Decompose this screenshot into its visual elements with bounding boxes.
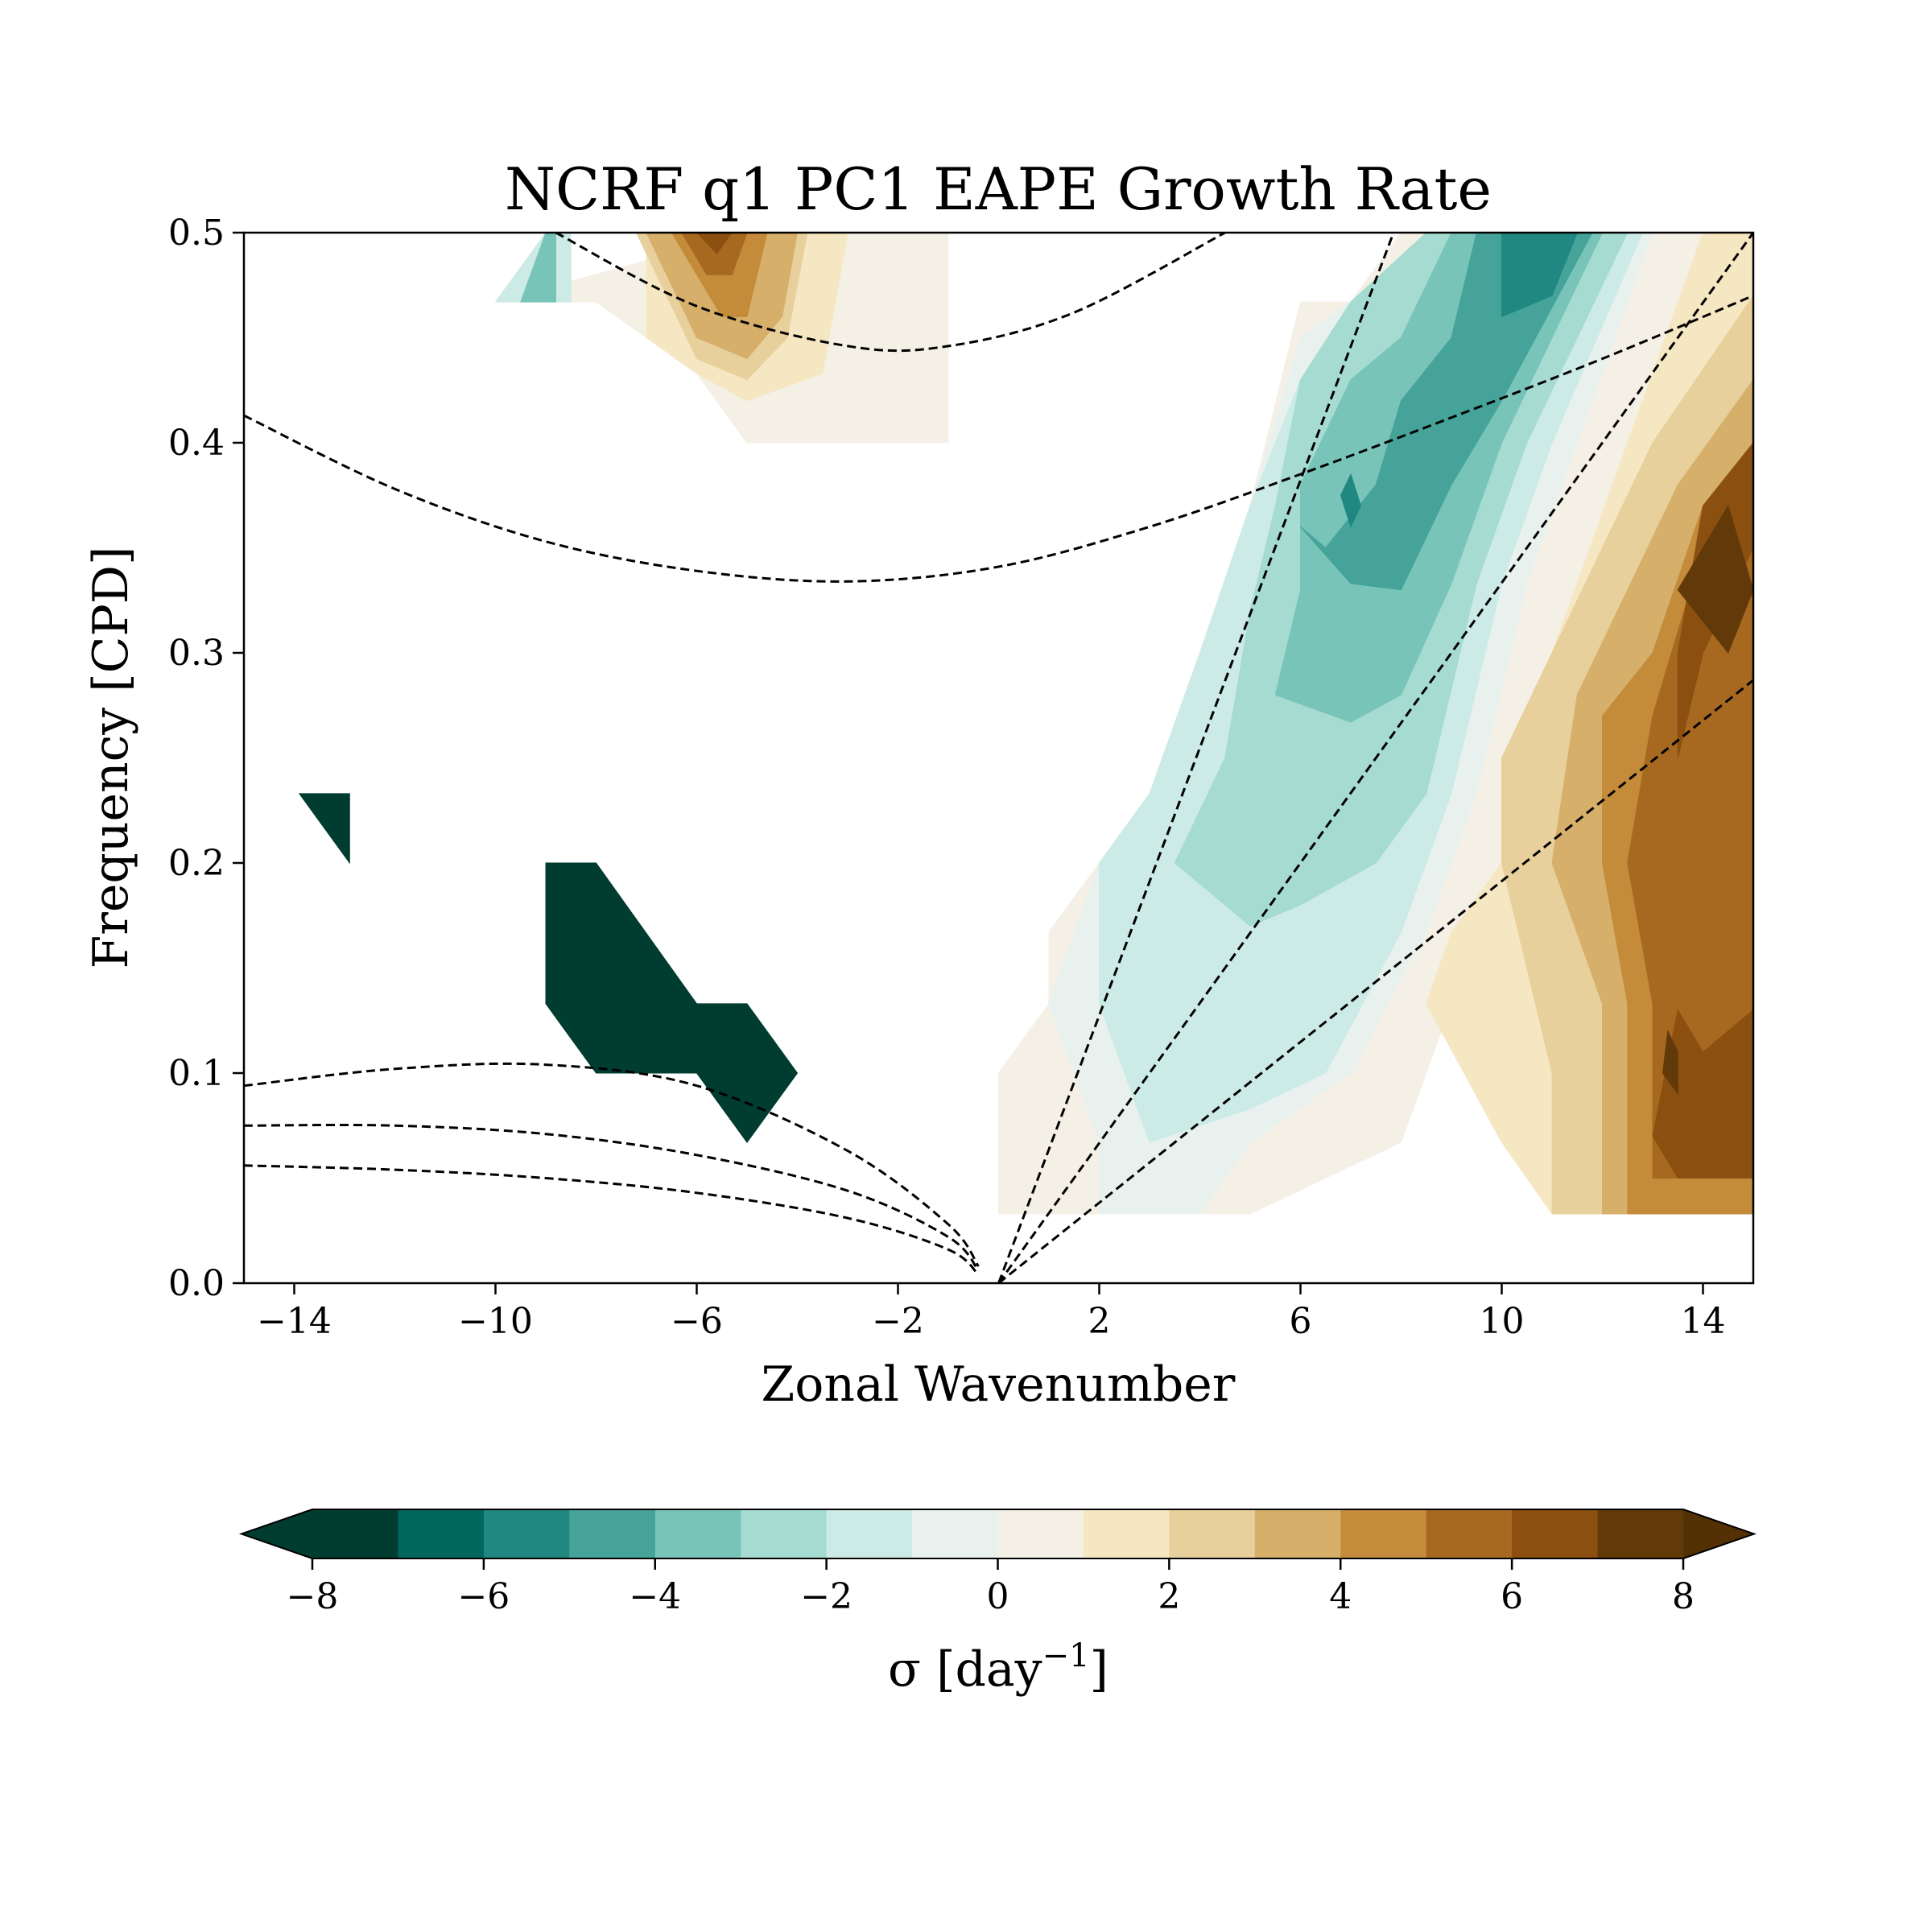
y-tick-label: 0.4 [168, 423, 225, 464]
colorbar-tick-label: −6 [457, 1576, 510, 1617]
colorbar: −8 −6 −4 −2 0 2 4 6 8 σ [day−1] [238, 1509, 1757, 1698]
axes-frame [242, 231, 1755, 1285]
colorbar-swatch [1254, 1509, 1341, 1558]
colorbar-extend-low [242, 1509, 312, 1558]
colorbar-label-close: ] [1090, 1641, 1108, 1698]
x-axis-label: Zonal Wavenumber [762, 1356, 1236, 1413]
y-tick-label: 0.1 [168, 1053, 225, 1094]
colorbar-label: σ [day−1] [888, 1637, 1108, 1698]
colorbar-swatch [569, 1509, 656, 1558]
colorbar-label-main: σ [day [888, 1641, 1042, 1698]
x-tick-label: 14 [1681, 1301, 1726, 1342]
field-region-7 [1300, 233, 1593, 591]
colorbar-extend-high [1683, 1509, 1754, 1558]
dispersion-curve-7 [244, 1164, 980, 1276]
colorbar-tick-label: 8 [1672, 1576, 1695, 1617]
x-tick-label: −14 [257, 1301, 332, 1342]
colorbar-tick-label: 0 [987, 1576, 1009, 1617]
field-region-27 [520, 233, 556, 303]
colorbar-tick-label: 6 [1501, 1576, 1523, 1617]
colorbar-swatch [912, 1509, 999, 1558]
colorbar-swatch [741, 1509, 828, 1558]
dispersion-curve-4 [555, 233, 1226, 353]
colorbar-tick-label: 2 [1158, 1576, 1180, 1617]
colorbar-swatch [1340, 1509, 1427, 1558]
dispersion-curve-0 [997, 233, 1395, 1283]
x-tick-label: −6 [671, 1301, 723, 1342]
dispersion-curve-3 [244, 294, 1753, 583]
y-tick-label: 0.2 [168, 843, 225, 884]
x-tick-label: 6 [1290, 1301, 1312, 1342]
x-tick-label: 2 [1088, 1301, 1111, 1342]
chart-title: NCRF q1 PC1 EAPE Growth Rate [505, 155, 1492, 223]
field-region-17 [1662, 1030, 1678, 1096]
colorbar-tick-label: −8 [287, 1576, 339, 1617]
field-region-8 [1501, 233, 1578, 318]
colorbar-swatch [1512, 1509, 1599, 1558]
x-tick-label: 10 [1480, 1301, 1525, 1342]
field-region-0 [298, 793, 350, 865]
field-region-1 [545, 862, 799, 1143]
colorbar-swatch [997, 1509, 1084, 1558]
dispersion-curves [244, 233, 1753, 1283]
field-region-25 [696, 233, 733, 254]
colorbar-tick-label: −2 [800, 1576, 852, 1617]
field-region-18 [1677, 505, 1753, 654]
y-tick-label: 0.5 [168, 213, 225, 254]
colorbar-label-exponent: −1 [1042, 1637, 1090, 1674]
colorbar-tick-label: 4 [1329, 1576, 1352, 1617]
colorbar-tick-label: −4 [629, 1576, 681, 1617]
dispersion-curve-2 [997, 679, 1753, 1283]
colorbar-ticks: −8 −6 −4 −2 0 2 4 6 8 [287, 1558, 1695, 1617]
colorbar-swatch [312, 1509, 398, 1558]
y-axis-ticks: 0.0 0.1 0.2 0.3 0.4 0.5 [168, 213, 244, 1304]
colorbar-swatch [1597, 1509, 1684, 1558]
dispersion-curve-1 [997, 233, 1753, 1283]
growth-rate-field [298, 233, 1753, 1215]
dispersion-curve-5 [244, 1062, 980, 1267]
colorbar-swatches [238, 1509, 1757, 1559]
x-tick-label: −10 [458, 1301, 533, 1342]
plot-area: −14 −10 −6 −2 2 6 10 14 0.0 0.1 0.2 0.3 0.4 0.5 [168, 213, 1755, 1342]
colorbar-swatch [1169, 1509, 1256, 1558]
field-region-14 [1627, 484, 1753, 1179]
colorbar-swatch [483, 1509, 570, 1558]
colorbar-swatch [654, 1509, 741, 1558]
dispersion-curve-6 [244, 1124, 980, 1272]
colorbar-swatch [398, 1509, 485, 1558]
colorbar-swatch [826, 1509, 913, 1558]
colorbar-swatch [1083, 1509, 1170, 1558]
y-tick-label: 0.0 [168, 1263, 225, 1304]
x-axis-ticks: −14 −10 −6 −2 2 6 10 14 [257, 1283, 1726, 1342]
y-axis-label: Frequency [CPD] [83, 547, 139, 969]
field-region-24 [681, 233, 748, 275]
field-region-9 [1340, 473, 1362, 528]
y-tick-label: 0.3 [168, 633, 225, 674]
colorbar-swatch [1426, 1509, 1513, 1558]
x-tick-label: −2 [872, 1301, 924, 1342]
